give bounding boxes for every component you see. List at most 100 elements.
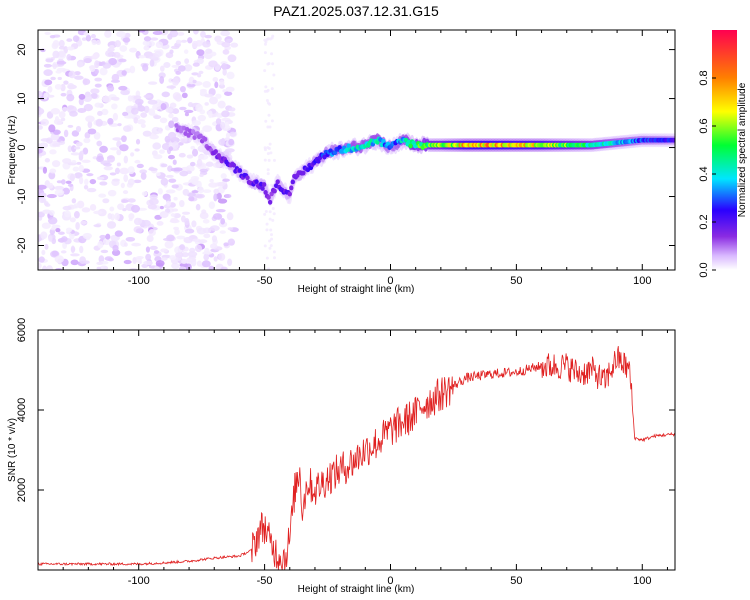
noise-blob <box>266 168 270 172</box>
noise-blob <box>55 70 62 74</box>
noise-blob <box>209 225 220 232</box>
noise-blob <box>102 198 110 204</box>
noise-blob <box>131 107 139 115</box>
y-tick-label: 0 <box>16 144 28 150</box>
y-tick-label: 20 <box>16 43 28 55</box>
noise-blob <box>178 142 184 146</box>
noise-blob <box>114 40 122 48</box>
noise-blob <box>136 163 144 169</box>
noise-blob <box>225 132 231 139</box>
y-tick-label: 4000 <box>16 398 28 422</box>
noise-blob <box>152 103 161 111</box>
noise-blob <box>97 240 104 249</box>
noise-blob <box>153 154 163 160</box>
noise-blob <box>147 204 158 210</box>
noise-blob <box>102 238 111 246</box>
snr-background <box>38 330 675 570</box>
noise-blob <box>220 173 227 179</box>
noise-blob <box>212 162 223 169</box>
noise-blob <box>71 160 77 164</box>
noise-blob <box>97 176 105 180</box>
noise-blob <box>80 220 88 225</box>
noise-blob <box>220 121 226 130</box>
noise-blob <box>149 245 158 251</box>
noise-blob <box>89 65 96 72</box>
noise-blob <box>131 242 142 247</box>
noise-blob <box>73 210 80 219</box>
spectrogram-y-axis-label: Frequency (Hz) <box>7 116 18 185</box>
noise-blob <box>110 96 120 101</box>
noise-blob <box>224 91 233 96</box>
noise-blob <box>43 92 48 100</box>
colorbar-tick-label: 0.2 <box>698 214 710 229</box>
noise-blob <box>191 190 199 194</box>
noise-blob <box>267 158 271 162</box>
noise-blob <box>73 146 81 150</box>
noise-blob <box>202 125 213 133</box>
noise-blob <box>56 60 67 65</box>
noise-blob <box>44 203 51 207</box>
noise-blob <box>171 116 179 123</box>
noise-blob <box>176 235 186 240</box>
x-tick-label: -100 <box>128 575 150 587</box>
noise-blob <box>100 249 109 254</box>
noise-blob <box>67 145 73 153</box>
noise-blob <box>208 265 215 270</box>
noise-blob <box>272 212 276 216</box>
noise-blob <box>159 65 165 72</box>
noise-blob <box>128 213 135 220</box>
noise-blob <box>162 237 173 242</box>
ridge-cell <box>275 179 280 185</box>
noise-blob <box>170 217 178 223</box>
noise-blob <box>223 242 229 247</box>
noise-blob <box>268 246 272 250</box>
noise-blob <box>202 41 211 48</box>
noise-blob <box>178 266 186 270</box>
noise-blob <box>168 146 174 152</box>
noise-blob <box>179 106 187 111</box>
noise-blob <box>67 82 75 90</box>
noise-blob <box>271 218 275 222</box>
noise-blob <box>176 31 185 36</box>
noise-blob <box>60 92 67 97</box>
noise-blob <box>46 194 57 199</box>
noise-blob <box>225 148 235 153</box>
noise-blob <box>54 83 62 90</box>
noise-blob <box>43 63 52 68</box>
noise-blob <box>134 159 141 164</box>
noise-blob <box>41 198 47 203</box>
x-tick-label: 50 <box>510 575 522 587</box>
noise-blob <box>42 209 52 214</box>
noise-blob <box>74 71 81 76</box>
noise-blob <box>47 182 54 189</box>
ridge-cell <box>385 141 391 147</box>
noise-blob <box>66 54 72 61</box>
noise-blob <box>189 161 196 167</box>
noise-blob <box>183 49 189 54</box>
noise-blob <box>138 55 146 59</box>
noise-blob <box>39 142 49 149</box>
x-tick-label: -100 <box>128 275 150 287</box>
noise-blob <box>216 192 222 200</box>
noise-blob <box>155 260 165 267</box>
noise-blob <box>204 34 212 39</box>
noise-blob <box>97 110 103 116</box>
noise-blob <box>188 196 195 202</box>
noise-blob <box>121 199 129 203</box>
noise-blob <box>183 64 193 72</box>
noise-blob <box>263 212 267 216</box>
noise-blob <box>203 253 210 261</box>
x-tick-label: -50 <box>257 575 273 587</box>
noise-blob <box>139 169 148 174</box>
noise-blob <box>182 188 190 196</box>
noise-blob <box>183 236 193 244</box>
noise-blob <box>268 217 272 221</box>
noise-blob <box>215 118 222 125</box>
snr-line <box>38 346 675 570</box>
noise-blob <box>145 253 152 261</box>
noise-blob <box>83 31 90 36</box>
ridge-cell <box>213 149 218 154</box>
noise-blob <box>187 102 194 108</box>
colorbar-tick-label: 0.8 <box>698 70 710 85</box>
